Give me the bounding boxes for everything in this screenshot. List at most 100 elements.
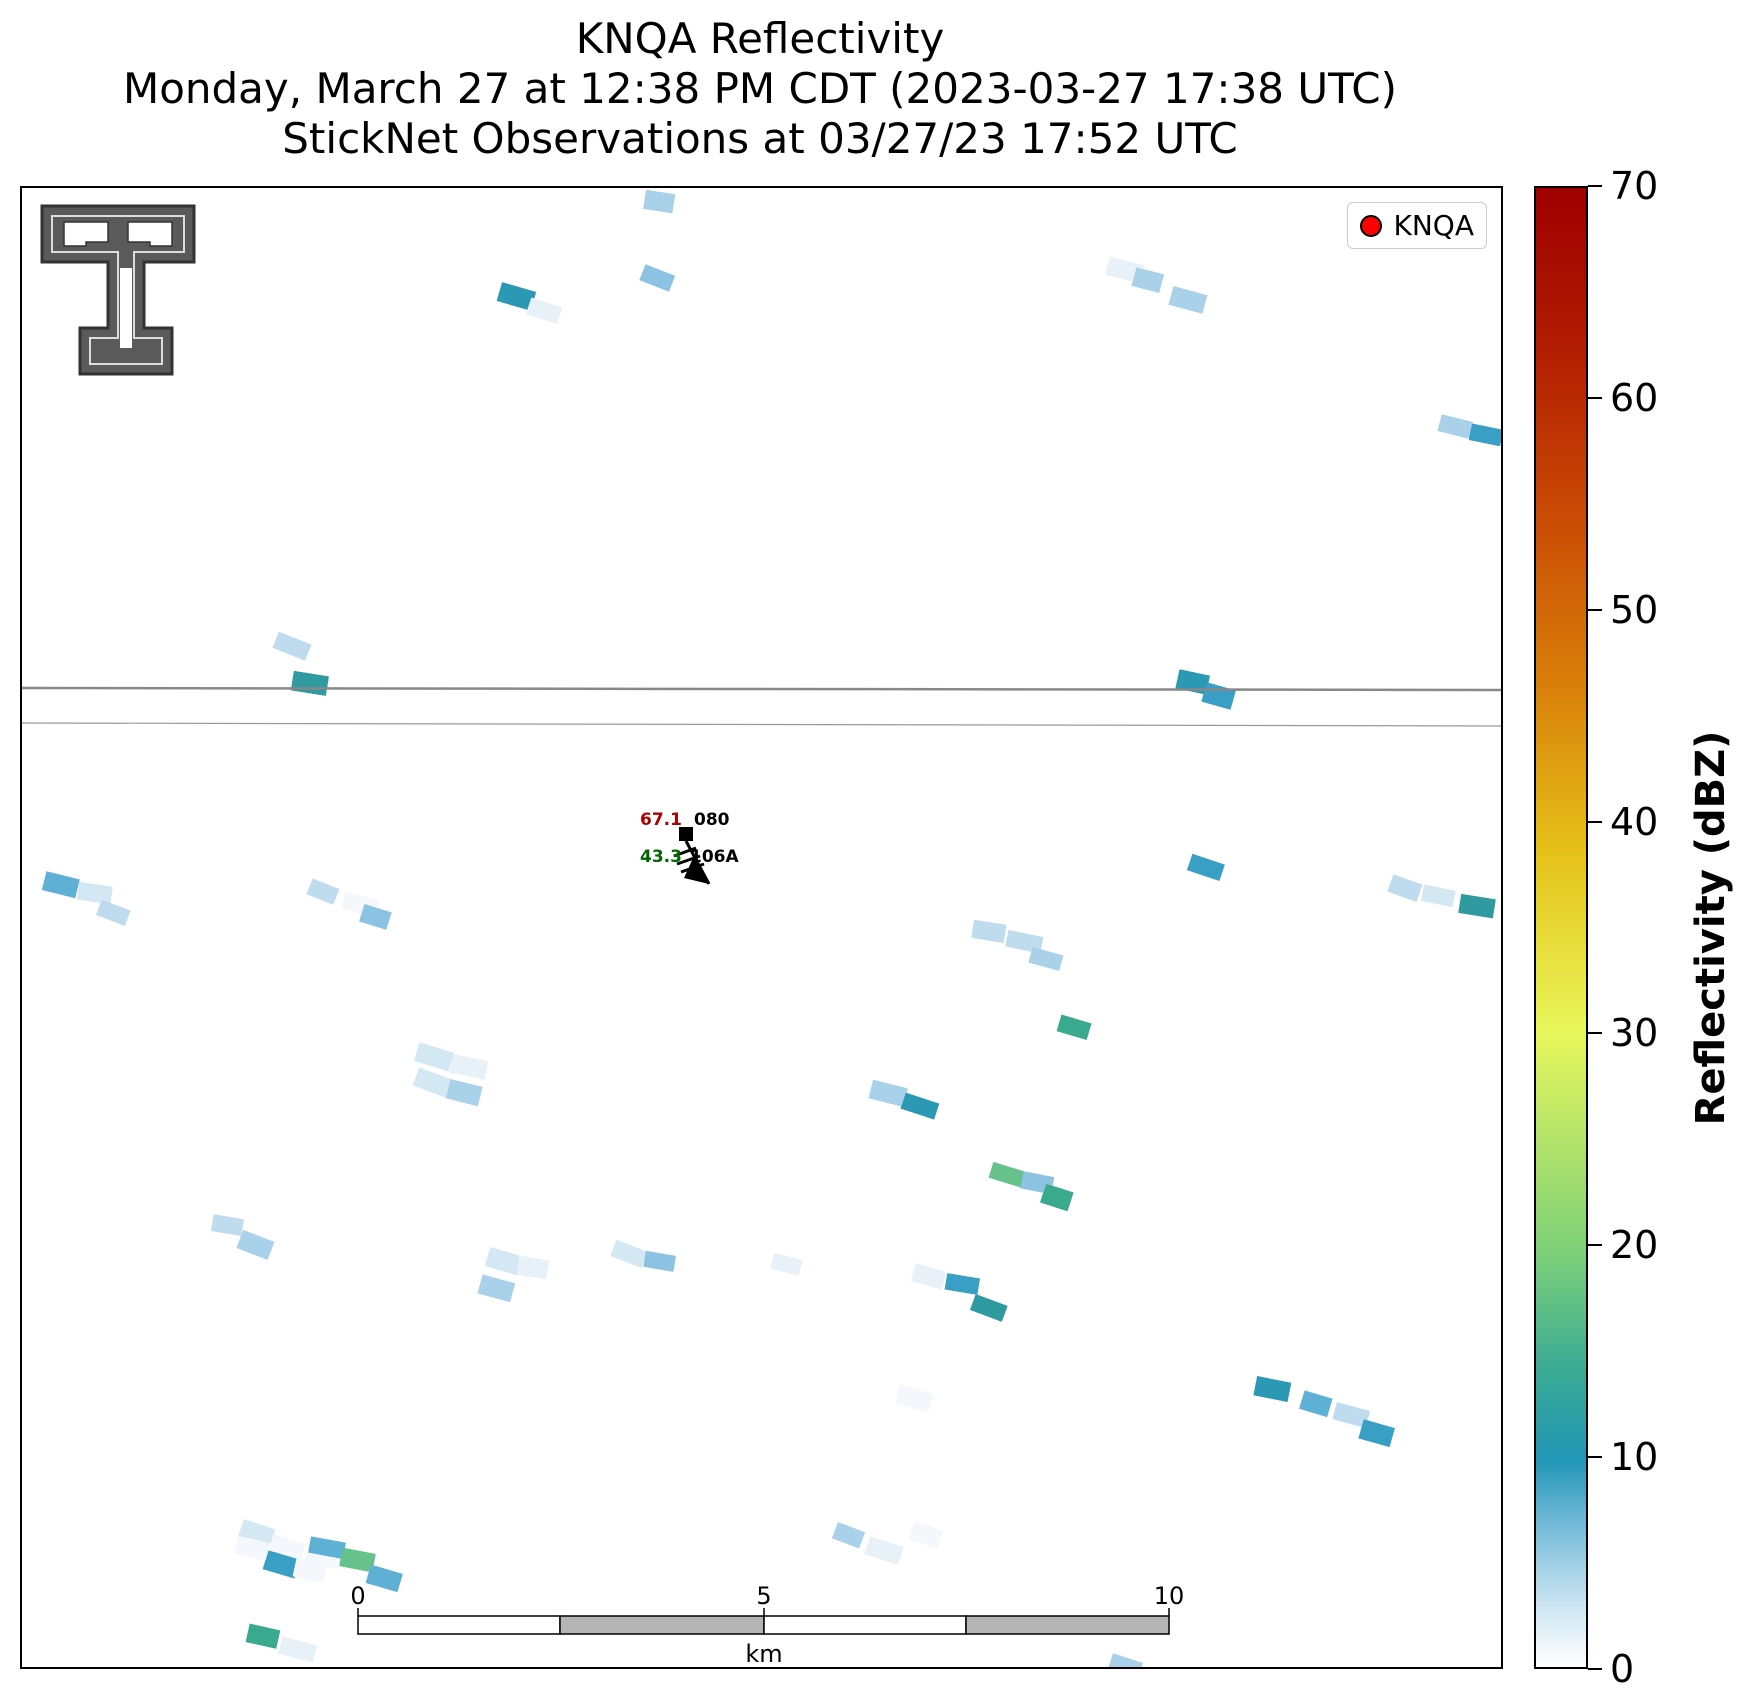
reflectivity-cell xyxy=(278,1636,317,1663)
reflectivity-cell xyxy=(1437,414,1473,439)
reflectivity-cell xyxy=(234,1536,274,1562)
reflectivity-cells xyxy=(41,190,1503,1667)
colorbar-tick-label: 20 xyxy=(1610,1223,1659,1268)
road-line xyxy=(22,686,1501,692)
reflectivity-cell xyxy=(525,297,563,325)
reflectivity-cell xyxy=(1502,433,1503,455)
reflectivity-cell xyxy=(236,1229,275,1260)
reflectivity-cell xyxy=(1502,433,1503,455)
reflectivity-cell xyxy=(1502,433,1503,455)
reflectivity-cell xyxy=(272,631,312,661)
reflectivity-cell xyxy=(1502,433,1503,455)
reflectivity-cell xyxy=(412,1067,453,1098)
colorbar-tick-mark xyxy=(1588,608,1602,611)
colorbar-tick-label: 30 xyxy=(1610,1011,1659,1056)
scale-bar: 0 5 10 km xyxy=(350,1582,1185,1668)
reflectivity-cell xyxy=(263,1550,300,1579)
scale-label-5: 5 xyxy=(756,1582,771,1610)
reflectivity-cell xyxy=(970,1294,1008,1322)
colorbar-tick-mark xyxy=(1588,1456,1602,1459)
reflectivity-cell xyxy=(1502,433,1503,455)
reflectivity-cell xyxy=(909,1521,944,1549)
colorbar-tick-label: 10 xyxy=(1610,1435,1659,1480)
reflectivity-cell xyxy=(1502,433,1503,455)
reflectivity-cell xyxy=(1028,946,1064,972)
wind-barb-staff xyxy=(684,840,711,885)
reflectivity-cell xyxy=(95,899,131,926)
colorbar-tick-label: 0 xyxy=(1610,1647,1635,1691)
reflectivity-cell xyxy=(292,1557,327,1583)
reflectivity-cell xyxy=(1332,1402,1371,1429)
reflectivity-cell xyxy=(1387,874,1423,902)
reflectivity-cell xyxy=(1502,433,1503,455)
reflectivity-cell xyxy=(911,1263,947,1290)
reflectivity-cell xyxy=(449,1054,489,1080)
colorbar-tick-label: 50 xyxy=(1610,587,1659,632)
reflectivity-cell xyxy=(643,1250,677,1272)
reflectivity-cell xyxy=(1502,433,1503,455)
reflectivity-cell xyxy=(1040,1183,1074,1211)
reflectivity-cell xyxy=(1253,1376,1292,1402)
colorbar-tick-label: 60 xyxy=(1610,375,1659,420)
scale-unit: km xyxy=(745,1640,782,1668)
reflectivity-cell xyxy=(1131,267,1164,293)
scale-label-0: 0 xyxy=(350,1582,365,1610)
reflectivity-cell xyxy=(1458,893,1496,919)
reflectivity-cell xyxy=(1502,433,1503,455)
reflectivity-cell xyxy=(1502,433,1503,455)
colorbar-tick-mark xyxy=(1588,1668,1602,1670)
reflectivity-cell xyxy=(308,1536,346,1559)
reflectivity-cell xyxy=(76,881,113,905)
reflectivity-cell xyxy=(900,1092,939,1120)
colorbar-tick-mark xyxy=(1588,396,1602,399)
station-marker xyxy=(679,827,693,841)
reflectivity-cell xyxy=(1502,433,1503,455)
station-id: 106A xyxy=(690,847,739,867)
road-line xyxy=(22,722,1501,727)
reflectivity-cell xyxy=(1502,433,1503,455)
reflectivity-cell xyxy=(516,1255,550,1280)
reflectivity-cell xyxy=(988,1162,1028,1188)
reflectivity-cell xyxy=(1186,853,1225,882)
station-dewpoint: 43.3 xyxy=(640,847,682,867)
scale-bar-segment xyxy=(559,1615,765,1635)
reflectivity-cell xyxy=(1201,682,1236,710)
reflectivity-cell xyxy=(41,871,80,899)
reflectivity-cell xyxy=(1502,433,1503,455)
radar-map: 67.1 080 43.3 106A 0 5 10 km KNQA xyxy=(20,186,1503,1669)
scale-bar-segment xyxy=(965,1615,1170,1635)
reflectivity-cell xyxy=(291,671,329,696)
reflectivity-cell xyxy=(1502,433,1503,455)
reflectivity-cell xyxy=(1502,433,1503,455)
reflectivity-cell xyxy=(1168,286,1208,314)
reflectivity-cell xyxy=(868,1079,908,1107)
reflectivity-cell xyxy=(1502,433,1503,455)
reflectivity-cell xyxy=(1502,433,1503,455)
station-pressure: 080 xyxy=(694,810,730,830)
reflectivity-cell xyxy=(971,919,1007,943)
scale-bar-segment xyxy=(357,1615,561,1635)
reflectivity-cell xyxy=(306,878,340,905)
colorbar-tick-label: 40 xyxy=(1610,799,1659,844)
reflectivity-cell xyxy=(1502,433,1503,455)
colorbar-tick-mark xyxy=(1588,1244,1602,1247)
texas-tech-double-t-logo xyxy=(40,204,196,376)
reflectivity-cell xyxy=(1502,433,1503,455)
radar-map-canvas: 67.1 080 43.3 106A 0 5 10 km xyxy=(22,190,1503,1668)
reflectivity-cell xyxy=(1358,1419,1395,1448)
colorbar-label: Reflectivity (dBZ) xyxy=(1688,730,1734,1126)
reflectivity-cell xyxy=(1502,433,1503,455)
colorbar-tick-label: 70 xyxy=(1610,164,1659,208)
colorbar xyxy=(1534,186,1588,1669)
reflectivity-cell xyxy=(770,1252,803,1276)
chart-subtitle-observations: StickNet Observations at 03/27/23 17:52 … xyxy=(282,114,1238,163)
reflectivity-cell xyxy=(1107,1653,1143,1667)
reflectivity-cell xyxy=(1502,433,1503,455)
reflectivity-cell xyxy=(944,1273,980,1295)
reflectivity-cell xyxy=(1502,433,1503,455)
radar-site-marker-icon xyxy=(1359,214,1382,237)
reflectivity-cell xyxy=(1299,1390,1333,1418)
reflectivity-cell xyxy=(832,1522,865,1549)
scale-label-10: 10 xyxy=(1154,1582,1185,1610)
reflectivity-cell xyxy=(269,1533,306,1560)
